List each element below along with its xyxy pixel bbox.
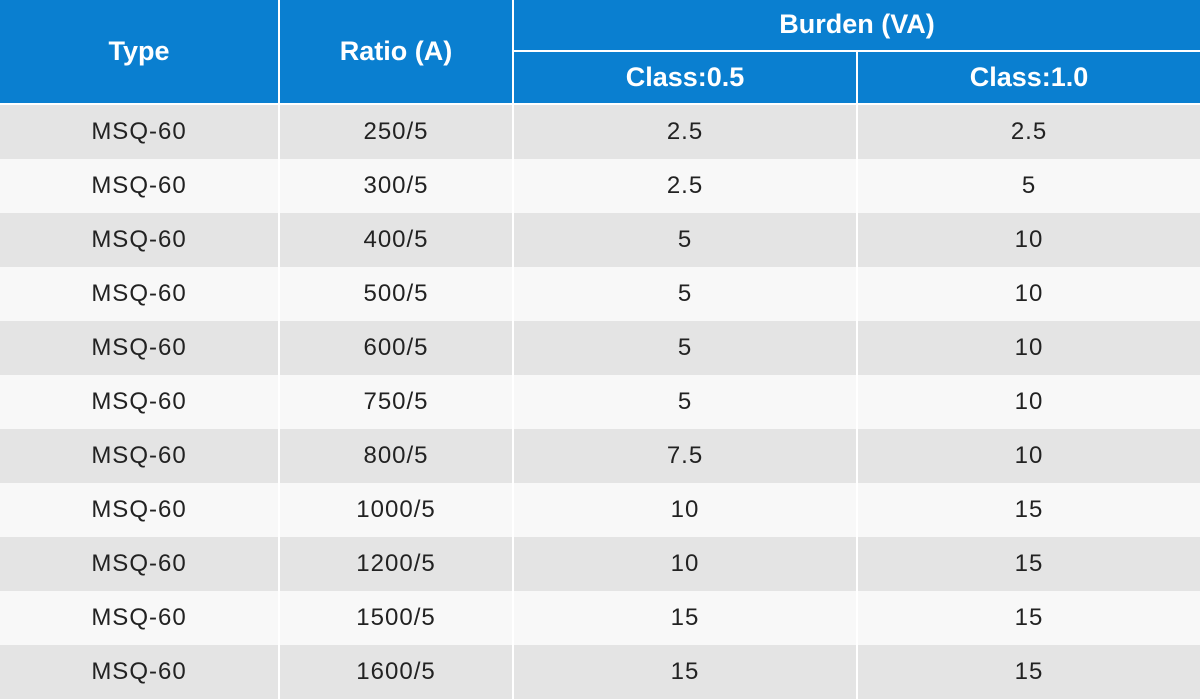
cell-burden-class-1-0: 15 <box>856 537 1200 591</box>
cell-burden-class-1-0: 10 <box>856 267 1200 321</box>
cell-burden-class-1-0: 15 <box>856 591 1200 645</box>
cell-burden-class-0-5: 2.5 <box>512 159 858 213</box>
cell-burden-class-1-0: 10 <box>856 429 1200 483</box>
cell-burden-class-0-5: 5 <box>512 267 858 321</box>
table-row: MSQ-60 1200/5 10 15 <box>0 537 1200 591</box>
cell-burden-class-0-5: 10 <box>512 483 858 537</box>
cell-type: MSQ-60 <box>0 591 280 645</box>
cell-burden-class-0-5: 5 <box>512 375 858 429</box>
cell-ratio: 1000/5 <box>278 483 514 537</box>
cell-burden-class-0-5: 15 <box>512 591 858 645</box>
table-row: MSQ-60 300/5 2.5 5 <box>0 159 1200 213</box>
header-class-0-5: Class:0.5 <box>512 49 858 106</box>
cell-type: MSQ-60 <box>0 321 280 375</box>
header-class-1-0: Class:1.0 <box>856 49 1200 106</box>
header-ratio: Ratio (A) <box>278 0 514 105</box>
table-row: MSQ-60 750/5 5 10 <box>0 375 1200 429</box>
cell-burden-class-1-0: 15 <box>856 483 1200 537</box>
cell-type: MSQ-60 <box>0 104 280 159</box>
table-row: MSQ-60 1600/5 15 15 <box>0 645 1200 699</box>
cell-ratio: 1600/5 <box>278 645 514 699</box>
table-row: MSQ-60 1000/5 10 15 <box>0 483 1200 537</box>
cell-ratio: 400/5 <box>278 213 514 267</box>
cell-burden-class-0-5: 15 <box>512 645 858 699</box>
cell-ratio: 250/5 <box>278 104 514 159</box>
cell-ratio: 600/5 <box>278 321 514 375</box>
cell-burden-class-0-5: 5 <box>512 213 858 267</box>
cell-ratio: 500/5 <box>278 267 514 321</box>
cell-ratio: 1200/5 <box>278 537 514 591</box>
cell-type: MSQ-60 <box>0 375 280 429</box>
cell-burden-class-1-0: 5 <box>856 159 1200 213</box>
cell-burden-class-1-0: 10 <box>856 213 1200 267</box>
cell-type: MSQ-60 <box>0 537 280 591</box>
header-type: Type <box>0 0 280 105</box>
cell-type: MSQ-60 <box>0 429 280 483</box>
cell-ratio: 300/5 <box>278 159 514 213</box>
cell-type: MSQ-60 <box>0 645 280 699</box>
cell-ratio: 1500/5 <box>278 591 514 645</box>
cell-ratio: 750/5 <box>278 375 514 429</box>
table-row: MSQ-60 400/5 5 10 <box>0 213 1200 267</box>
table-row: MSQ-60 250/5 2.5 2.5 <box>0 104 1200 159</box>
cell-type: MSQ-60 <box>0 267 280 321</box>
cell-ratio: 800/5 <box>278 429 514 483</box>
cell-type: MSQ-60 <box>0 213 280 267</box>
table-header: Type Ratio (A) Burden (VA) Class:0.5 Cla… <box>0 0 1200 106</box>
header-burden: Burden (VA) <box>512 0 1200 52</box>
cell-type: MSQ-60 <box>0 159 280 213</box>
table-row: MSQ-60 1500/5 15 15 <box>0 591 1200 645</box>
cell-burden-class-0-5: 7.5 <box>512 429 858 483</box>
cell-burden-class-1-0: 2.5 <box>856 104 1200 159</box>
cell-burden-class-1-0: 10 <box>856 321 1200 375</box>
header-row-bottom: Class:0.5 Class:1.0 <box>0 49 1200 106</box>
table-row: MSQ-60 800/5 7.5 10 <box>0 429 1200 483</box>
cell-burden-class-0-5: 2.5 <box>512 104 858 159</box>
header-row-top: Type Ratio (A) Burden (VA) <box>0 0 1200 105</box>
table-row: MSQ-60 600/5 5 10 <box>0 321 1200 375</box>
table-row: MSQ-60 500/5 5 10 <box>0 267 1200 321</box>
table-body: MSQ-60 250/5 2.5 2.5 MSQ-60 300/5 2.5 5 MSQ-60 40… <box>0 104 1200 699</box>
cell-type: MSQ-60 <box>0 483 280 537</box>
cell-burden-class-1-0: 15 <box>856 645 1200 699</box>
cell-burden-class-0-5: 5 <box>512 321 858 375</box>
cell-burden-class-0-5: 10 <box>512 537 858 591</box>
cell-burden-class-1-0: 10 <box>856 375 1200 429</box>
